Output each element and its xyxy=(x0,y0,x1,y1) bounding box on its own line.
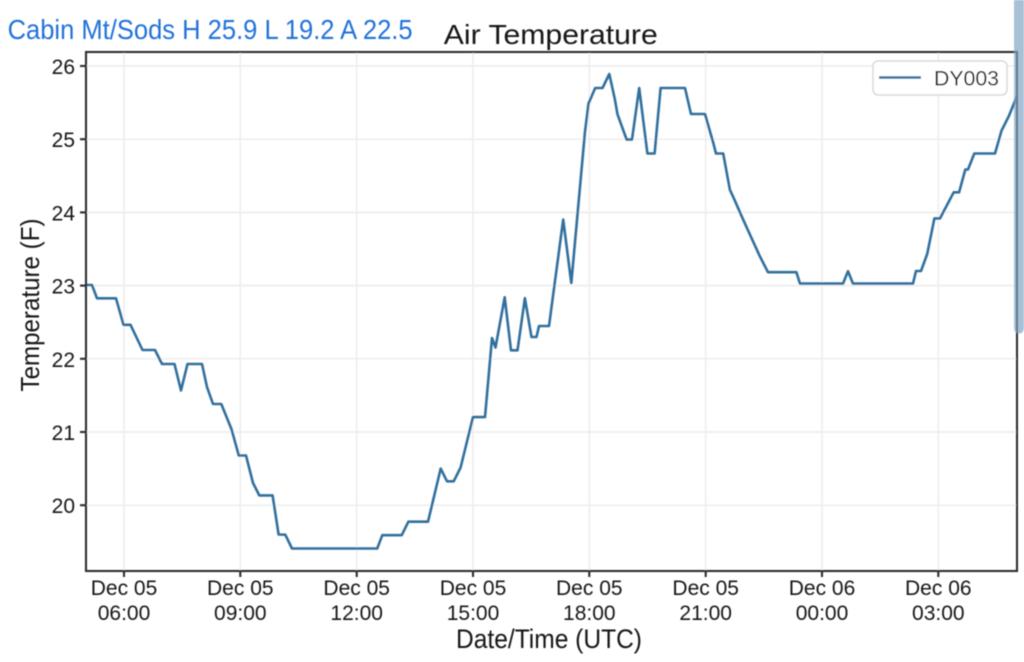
svg-text:25: 25 xyxy=(52,129,75,152)
svg-text:03:00: 03:00 xyxy=(912,602,965,625)
svg-text:21: 21 xyxy=(52,422,75,445)
svg-text:15:00: 15:00 xyxy=(447,602,500,625)
svg-text:Dec 05: Dec 05 xyxy=(207,577,274,600)
svg-text:20: 20 xyxy=(52,495,75,518)
svg-text:22: 22 xyxy=(52,349,75,372)
svg-text:26: 26 xyxy=(52,56,75,79)
svg-text:Dec 06: Dec 06 xyxy=(789,577,856,600)
svg-text:Air Temperature: Air Temperature xyxy=(444,19,658,50)
svg-text:23: 23 xyxy=(52,276,75,299)
svg-text:00:00: 00:00 xyxy=(796,602,849,625)
svg-text:18:00: 18:00 xyxy=(563,602,616,625)
svg-text:12:00: 12:00 xyxy=(330,602,383,625)
svg-text:21:00: 21:00 xyxy=(679,602,732,625)
svg-text:Date/Time (UTC): Date/Time (UTC) xyxy=(456,624,642,654)
svg-text:Cabin Mt/Sods H 25.9 L 19.2 A: Cabin Mt/Sods H 25.9 L 19.2 A 22.5 xyxy=(8,14,413,45)
svg-text:06:00: 06:00 xyxy=(98,602,151,625)
svg-text:24: 24 xyxy=(52,202,76,225)
svg-text:Dec 05: Dec 05 xyxy=(323,577,390,600)
svg-text:Dec 05: Dec 05 xyxy=(672,577,739,600)
svg-text:Temperature (F): Temperature (F) xyxy=(15,219,45,392)
svg-text:Dec 05: Dec 05 xyxy=(91,577,158,600)
svg-text:Dec 05: Dec 05 xyxy=(440,577,507,600)
svg-text:Dec 06: Dec 06 xyxy=(905,577,972,600)
svg-text:DY003: DY003 xyxy=(934,68,999,91)
svg-text:Dec 05: Dec 05 xyxy=(556,577,623,600)
svg-text:09:00: 09:00 xyxy=(214,602,267,625)
